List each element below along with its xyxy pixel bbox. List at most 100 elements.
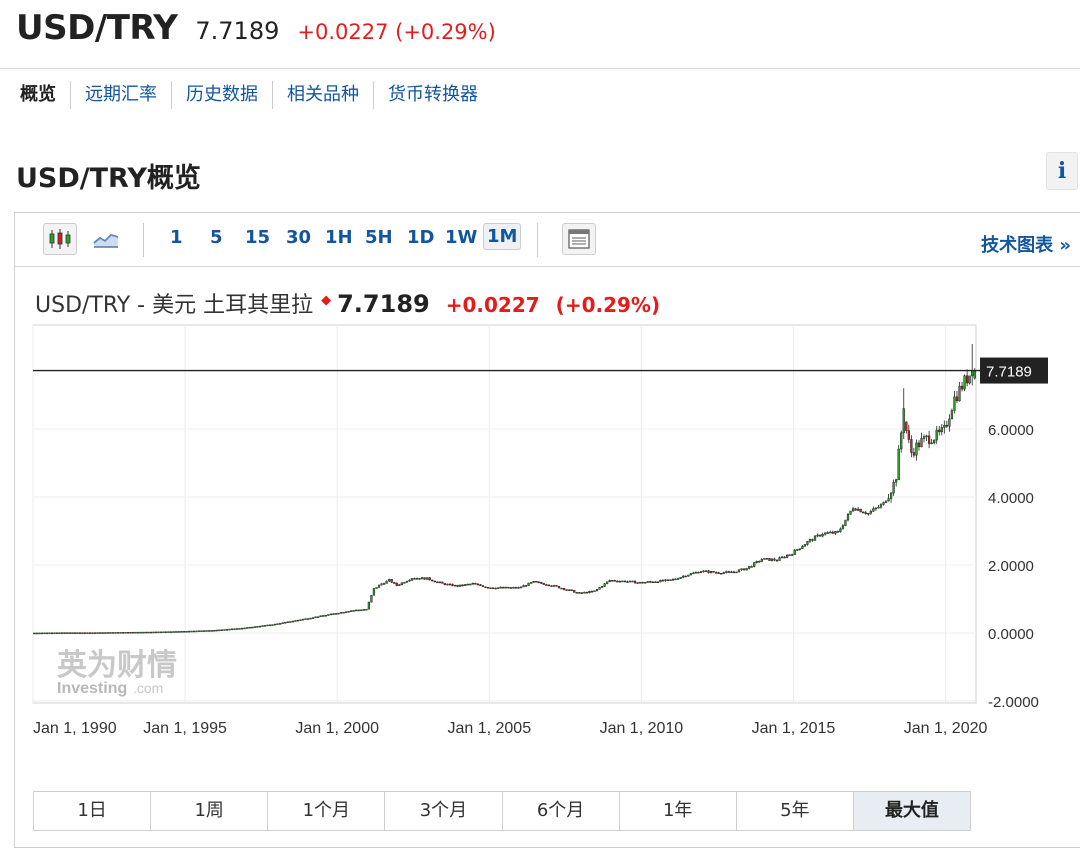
candle	[654, 581, 657, 584]
candle	[760, 559, 763, 562]
candle	[299, 619, 302, 621]
candle	[859, 508, 862, 513]
candle	[205, 630, 208, 632]
candle	[431, 579, 434, 582]
candle	[550, 585, 553, 587]
nav-historical-data[interactable]: 历史数据	[171, 81, 272, 109]
candle	[159, 631, 163, 634]
candle	[854, 508, 857, 511]
chart-header: USD/TRY - 美元 土耳其里拉 ◆ 7.7189 +0.0227 (+0.…	[35, 287, 660, 319]
candle	[768, 558, 771, 561]
candle	[476, 583, 480, 586]
range-1w[interactable]: 1周	[150, 792, 268, 830]
candle	[704, 570, 708, 572]
candle	[671, 578, 675, 581]
range-5y[interactable]: 5年	[735, 792, 853, 830]
candlestick-icon[interactable]	[43, 223, 77, 255]
candle	[590, 590, 594, 593]
range-1d[interactable]: 1日	[34, 792, 151, 830]
candle	[33, 632, 36, 635]
range-max[interactable]: 最大值	[852, 792, 970, 830]
nav-forward-rates[interactable]: 远期汇率	[70, 81, 171, 109]
candle	[451, 583, 454, 587]
candle	[570, 589, 573, 591]
candle	[851, 508, 855, 512]
candle	[436, 581, 439, 584]
line-chart-icon[interactable]	[89, 223, 123, 255]
range-1y[interactable]: 1年	[618, 792, 736, 830]
candle	[509, 587, 512, 589]
candle	[948, 418, 951, 427]
candle	[428, 577, 431, 581]
candle	[778, 557, 781, 561]
candle	[616, 580, 619, 583]
range-3m[interactable]: 3个月	[384, 792, 502, 830]
quote-header: USD/TRY 7.7189 +0.0227 (+0.29%)	[16, 8, 496, 52]
interval-1d[interactable]: 1D	[407, 227, 435, 248]
interval-5[interactable]: 5	[210, 227, 223, 248]
candle	[408, 579, 411, 582]
candle	[464, 584, 467, 586]
candle	[753, 562, 756, 567]
candle	[910, 439, 913, 453]
candle	[276, 623, 279, 625]
interval-1[interactable]: 1	[170, 227, 183, 248]
candle	[344, 611, 348, 613]
candle	[192, 630, 196, 633]
candle	[621, 580, 624, 583]
interval-1h[interactable]: 1H	[325, 227, 353, 248]
nav-related-instruments[interactable]: 相关品种	[272, 81, 373, 109]
candle	[121, 632, 125, 634]
candle	[210, 630, 213, 632]
range-1m[interactable]: 1个月	[267, 792, 385, 830]
candle	[963, 375, 966, 390]
candle	[279, 623, 282, 625]
candle	[266, 624, 269, 627]
data-table-icon[interactable]	[562, 223, 596, 255]
candle	[438, 581, 441, 584]
candle	[517, 587, 520, 589]
nav-overview[interactable]: 概览	[20, 84, 56, 105]
candle	[542, 583, 545, 585]
info-icon[interactable]: i	[1046, 152, 1078, 190]
candle	[347, 611, 350, 613]
candle	[448, 583, 452, 586]
price-chart[interactable]: -2.0000 0.0000 2.0000 4.0000 6.0000 Jan 1, 19…	[15, 213, 1080, 773]
price-change: +0.0227 (+0.29%)	[297, 20, 496, 44]
candle	[664, 579, 667, 582]
candle	[38, 632, 41, 635]
x-tick-label: Jan 1, 2000	[295, 720, 379, 737]
candle	[124, 632, 127, 634]
candle	[897, 448, 900, 481]
candle	[793, 549, 796, 555]
candle	[593, 590, 596, 593]
candle	[390, 579, 393, 583]
candle	[545, 584, 548, 586]
candle	[342, 611, 345, 614]
interval-15[interactable]: 15	[245, 227, 271, 248]
interval-5h[interactable]: 5H	[365, 227, 393, 248]
current-price-label: 7.7189	[986, 364, 1032, 381]
candle	[68, 632, 71, 634]
candle	[887, 498, 890, 502]
candle	[190, 630, 193, 633]
candle	[755, 560, 758, 563]
interval-30[interactable]: 30	[286, 227, 312, 248]
candle	[319, 615, 322, 617]
interval-1m[interactable]: 1M	[483, 223, 522, 250]
candle	[96, 632, 99, 634]
watermark-logo: Investing	[57, 680, 127, 697]
interval-1w[interactable]: 1W	[445, 227, 478, 248]
nav-currency-converter[interactable]: 货币转换器	[373, 81, 492, 109]
technical-chart-link[interactable]: 技术图表 »	[981, 235, 1071, 256]
candle	[88, 632, 92, 634]
candle	[514, 587, 518, 589]
candle	[93, 632, 97, 634]
candle	[560, 587, 563, 590]
range-6m[interactable]: 6个月	[501, 792, 619, 830]
candle	[522, 585, 525, 588]
candle	[426, 577, 429, 580]
candle	[786, 554, 789, 558]
candle	[562, 588, 566, 590]
candle	[689, 573, 692, 576]
